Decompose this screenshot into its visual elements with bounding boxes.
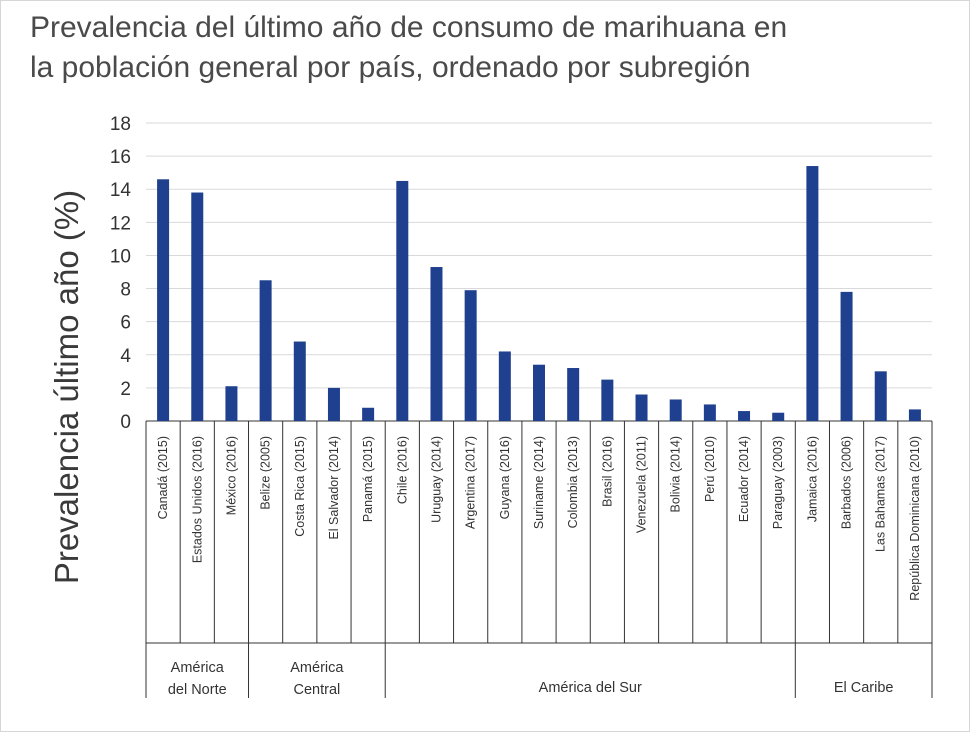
y-tick-label: 12 <box>110 213 131 234</box>
group-label: Central <box>293 682 340 698</box>
category-label: Las Bahamas (2017) <box>874 436 888 552</box>
category-label: Suriname (2014) <box>532 436 546 529</box>
bar <box>567 368 580 421</box>
category-label: Belize (2005) <box>259 436 273 510</box>
category-label: Colombia (2013) <box>566 436 580 528</box>
chart-title: Prevalencia del último año de consumo de… <box>30 8 930 88</box>
category-label: Barbados (2006) <box>840 436 854 529</box>
bar <box>464 290 477 421</box>
y-tick-label: 10 <box>110 246 131 267</box>
y-axis-label: Prevalencia último año (%) <box>48 190 85 584</box>
y-tick-label: 6 <box>120 313 131 334</box>
bar <box>840 291 853 421</box>
bar <box>635 394 648 421</box>
y-tick-label: 8 <box>120 280 131 301</box>
bar <box>191 192 204 421</box>
group-label: América <box>171 660 225 676</box>
y-tick-label: 18 <box>110 114 131 135</box>
y-tick-label: 16 <box>110 147 131 168</box>
category-label: Costa Rica (2015) <box>293 436 307 537</box>
bar <box>669 399 682 421</box>
category-label: Jamaica (2016) <box>805 436 819 522</box>
bar <box>703 404 716 421</box>
bar <box>533 364 545 421</box>
category-label: Guyana (2016) <box>498 436 512 519</box>
category-labels: Canadá (2015) Estados Unidos (2016) México… <box>156 436 922 601</box>
bar <box>396 180 409 421</box>
category-label: Uruguay (2014) <box>429 436 443 523</box>
group-label: El Caribe <box>834 680 894 696</box>
y-tick-label: 0 <box>120 412 131 433</box>
category-label: Ecuador (2014) <box>737 436 751 522</box>
category-label: México (2016) <box>224 436 238 515</box>
y-axis-ticks: 0 2 4 6 8 10 12 14 16 18 <box>110 114 132 433</box>
category-label: El Salvador (2014) <box>327 436 341 540</box>
group-label: América <box>290 660 344 676</box>
bar <box>738 411 751 421</box>
bar <box>430 267 443 421</box>
group-label: del Norte <box>168 682 227 698</box>
bar <box>908 409 921 421</box>
category-label: Canadá (2015) <box>156 436 170 519</box>
group-labels: América del Norte América Central América de… <box>168 660 894 698</box>
category-label: Bolivia (2014) <box>669 436 683 512</box>
bar <box>806 166 819 421</box>
grid-lines <box>146 122 932 422</box>
group-label: América del Sur <box>539 680 642 696</box>
category-label: Panamá (2015) <box>361 436 375 522</box>
category-label: Chile (2016) <box>395 436 409 504</box>
category-label: Argentina (2017) <box>464 436 478 529</box>
bar <box>498 351 511 421</box>
bar <box>327 387 340 421</box>
category-label: Venezuela (2011) <box>635 436 649 533</box>
chart-title-line-1: Prevalencia del último año de consumo de… <box>30 11 788 44</box>
y-tick-label: 14 <box>110 180 132 201</box>
category-label: República Dominicana (2010) <box>908 436 922 601</box>
category-label: Brasil (2016) <box>600 436 614 507</box>
category-label: Estados Unidos (2016) <box>190 436 204 563</box>
bar <box>293 341 306 421</box>
category-label: Paraguay (2003) <box>771 436 785 529</box>
bar <box>362 407 375 421</box>
chart-title-line-2: la población general por país, ordenado … <box>30 51 751 84</box>
bar <box>157 179 170 421</box>
bar <box>259 280 272 421</box>
bars <box>157 166 921 421</box>
y-tick-label: 4 <box>120 346 131 367</box>
category-label: Perú (2010) <box>703 436 717 502</box>
category-dividers <box>145 421 933 698</box>
y-tick-label: 2 <box>120 379 131 400</box>
bar <box>601 379 614 421</box>
bar <box>772 412 785 421</box>
bar <box>225 386 238 421</box>
bar <box>874 371 887 421</box>
